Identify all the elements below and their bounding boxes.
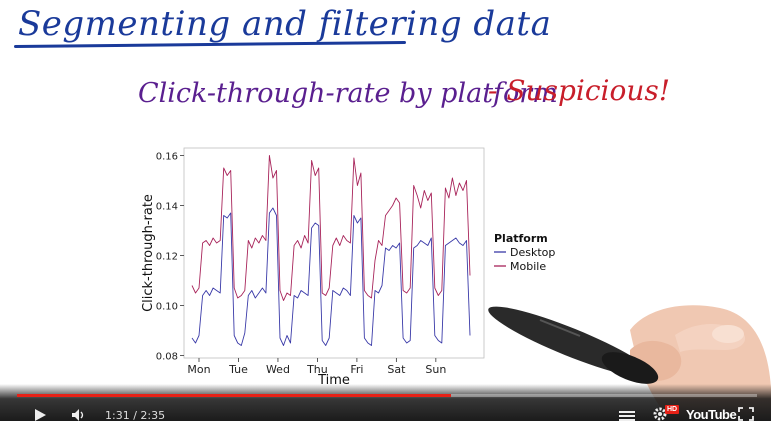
x-axis: Mon Tue Wed Thu Fri Sat Sun — [187, 358, 446, 376]
x-tick-label: Tue — [228, 363, 248, 376]
slide-title: Segmenting and filtering data — [18, 4, 552, 44]
progress-played — [17, 394, 452, 397]
plot-area — [183, 147, 485, 359]
legend-title: Platform — [494, 232, 548, 245]
y-tick-label: 0.14 — [156, 202, 178, 213]
slide-subtitle: Click-through-rate by platform — [138, 78, 558, 109]
legend-label-desktop: Desktop — [510, 246, 555, 259]
youtube-logo[interactable]: YouTube — [686, 407, 737, 421]
progress-bar[interactable] — [17, 394, 757, 397]
y-axis-title: Click-through-rate — [141, 194, 156, 312]
player-controls-bar — [0, 384, 771, 421]
x-tick-label: Sun — [425, 363, 446, 376]
y-axis: 0.08 0.10 0.12 0.14 0.16 — [156, 152, 184, 363]
series-line-desktop — [191, 207, 471, 346]
ctr-line-chart: 0.08 0.10 0.12 0.14 0.16 Mon Tue Wed Thu Fri Sat S… — [141, 147, 555, 388]
x-tick-label: Thu — [306, 363, 328, 376]
series-line-mobile — [191, 155, 471, 301]
suspicious-note: - Suspicious! — [488, 74, 670, 107]
x-tick-label: Sat — [387, 363, 406, 376]
y-tick-label: 0.16 — [156, 152, 178, 163]
legend-label-mobile: Mobile — [510, 260, 546, 273]
fullscreen-icon[interactable] — [738, 407, 754, 421]
legend: Platform Desktop Mobile — [494, 232, 555, 273]
series-lines — [191, 155, 471, 346]
y-tick-label: 0.08 — [156, 352, 178, 363]
hd-badge: HD — [665, 405, 680, 414]
captions-icon[interactable] — [618, 409, 636, 421]
volume-icon[interactable] — [71, 408, 89, 421]
time-display: 1:31 / 2:35 — [105, 409, 166, 421]
x-tick-label: Wed — [266, 363, 290, 376]
x-tick-label: Mon — [187, 363, 210, 376]
x-tick-label: Fri — [350, 363, 363, 376]
y-tick-label: 0.10 — [156, 302, 178, 313]
gear-icon[interactable] — [652, 406, 668, 421]
play-icon[interactable] — [33, 408, 47, 421]
y-tick-label: 0.12 — [156, 252, 178, 263]
